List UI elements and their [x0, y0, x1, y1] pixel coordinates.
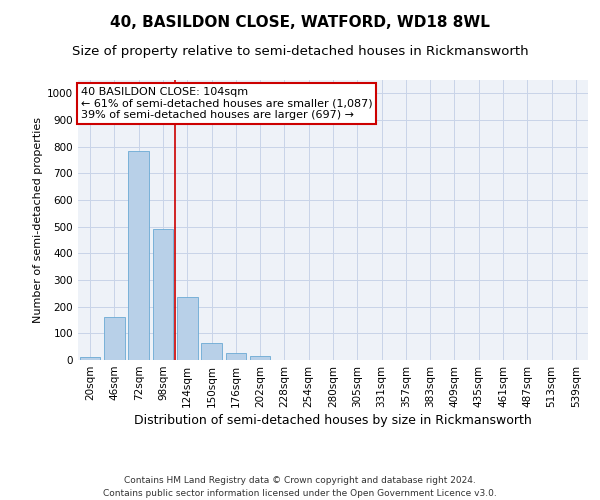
Bar: [201, 342, 222, 360]
Text: 40, BASILDON CLOSE, WATFORD, WD18 8WL: 40, BASILDON CLOSE, WATFORD, WD18 8WL: [110, 15, 490, 30]
Bar: [250, 356, 271, 360]
Text: 40 BASILDON CLOSE: 104sqm
← 61% of semi-detached houses are smaller (1,087)
39% : 40 BASILDON CLOSE: 104sqm ← 61% of semi-…: [80, 87, 372, 120]
Bar: [152, 230, 173, 360]
Bar: [226, 352, 246, 360]
Bar: [104, 316, 125, 360]
X-axis label: Distribution of semi-detached houses by size in Rickmansworth: Distribution of semi-detached houses by …: [134, 414, 532, 427]
Bar: [177, 297, 197, 360]
Y-axis label: Number of semi-detached properties: Number of semi-detached properties: [33, 117, 43, 323]
Text: Contains HM Land Registry data © Crown copyright and database right 2024.
Contai: Contains HM Land Registry data © Crown c…: [103, 476, 497, 498]
Text: Size of property relative to semi-detached houses in Rickmansworth: Size of property relative to semi-detach…: [71, 45, 529, 58]
Bar: [80, 358, 100, 360]
Bar: [128, 151, 149, 360]
